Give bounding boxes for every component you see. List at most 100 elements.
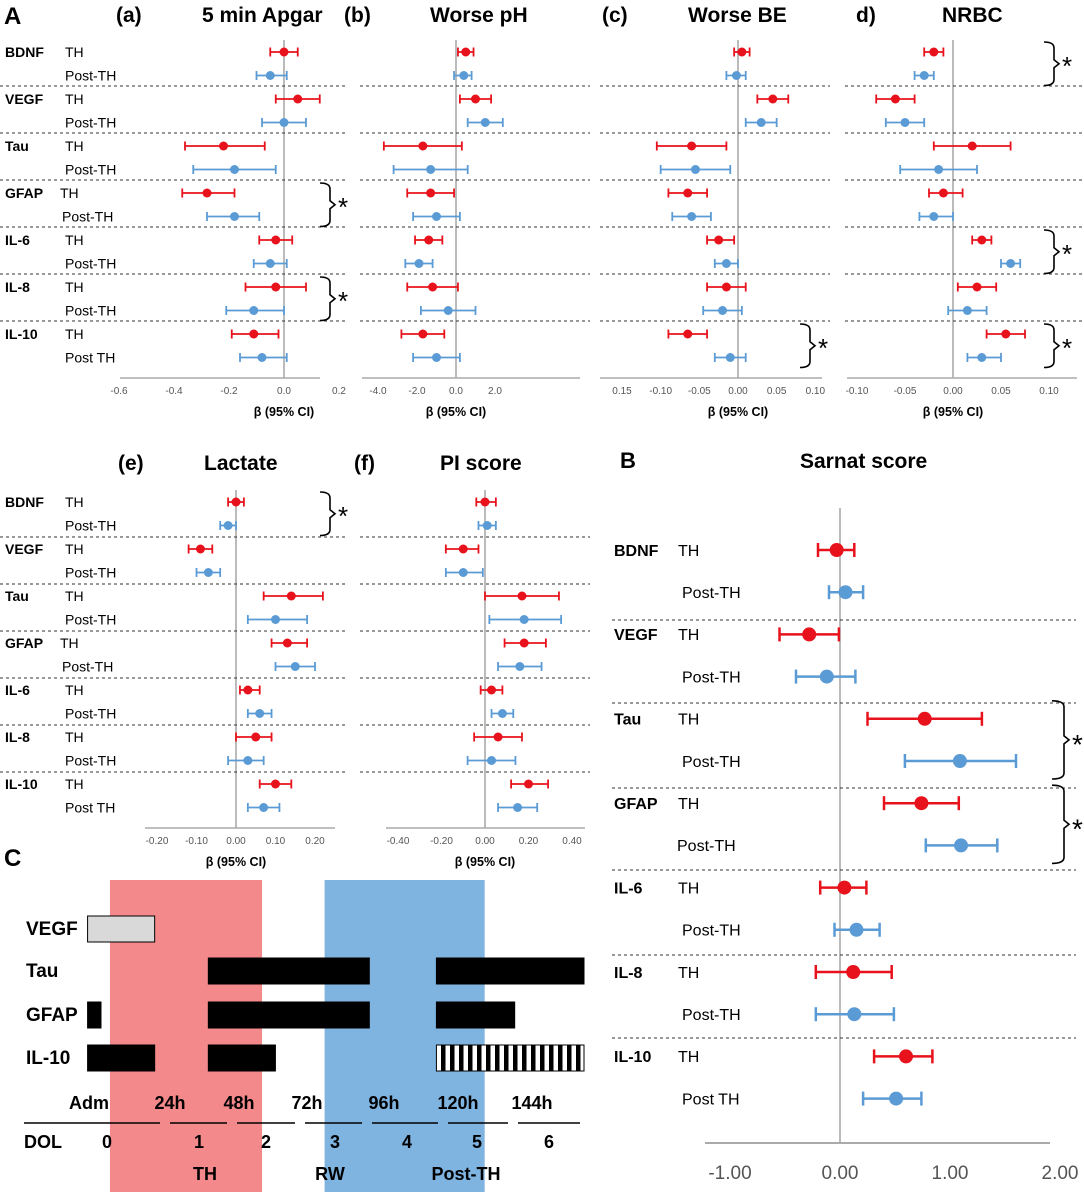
panel-c-tick-label: -0.10 [649, 386, 672, 397]
panel-e-point-estimate [271, 615, 280, 624]
panel-label-c: C [4, 845, 21, 872]
panel-b-point-estimate [849, 922, 864, 937]
panel-f-tick-label: -0.40 [387, 836, 410, 847]
panel-f-tick-label: 0.40 [562, 836, 582, 847]
panel-b-point-estimate [428, 282, 438, 292]
panel-a-point-estimate [202, 188, 212, 198]
panel-b-group-label: TH [678, 796, 699, 813]
panel-b-tick-label: -2.0 [408, 386, 426, 397]
panel-a-marker-label: VEGF [5, 91, 44, 107]
panel-a-point-estimate [249, 329, 259, 339]
panel-b-tick-label: 2.0 [488, 386, 502, 397]
panel-a-title: 5 min Apgar [202, 4, 323, 27]
panel-f-point-estimate [517, 591, 527, 601]
panel-b-tick-label: -1.00 [708, 1163, 751, 1184]
panel-e-group-label: Post-TH [65, 612, 116, 628]
panel-b-point-estimate [846, 965, 861, 979]
panel-f-point-estimate [482, 521, 492, 530]
panel-e-marker-label: IL-10 [5, 776, 38, 792]
panel-e-point-estimate [243, 756, 253, 765]
panel-a-significance-star: * [338, 192, 348, 222]
panel-e-group-label: Post-TH [62, 659, 113, 675]
panel-a-group-label: Post-TH [65, 68, 116, 84]
panel-e-marker-label: IL-8 [5, 729, 30, 745]
panel-d-point-estimate [929, 212, 939, 221]
panel-a-point-estimate [265, 259, 275, 268]
panel-c-letter: (c) [602, 4, 628, 27]
timeline-day-label: 2 [261, 1132, 271, 1152]
timeline-period-label: RW [315, 1164, 345, 1184]
panel-label-b: B [620, 448, 636, 473]
timeline-hour-label: 120h [437, 1093, 478, 1113]
panel-a-point-estimate [249, 306, 259, 315]
panel-a-group-label: Post TH [65, 350, 115, 366]
panel-c-point-estimate [687, 141, 697, 151]
panel-a-group-label: Post-TH [65, 162, 116, 178]
panel-b-marker-label: Tau [614, 712, 641, 729]
panel-a-point-estimate [257, 353, 267, 362]
panel-a-group-label: TH [65, 138, 84, 154]
panel-e-tick-label: 0.20 [305, 836, 325, 847]
panel-f-point-estimate [487, 756, 497, 765]
panel-a-marker-label: GFAP [5, 185, 43, 201]
panel-f-tick-label: 0.00 [475, 836, 495, 847]
panel-a-group-label: TH [65, 91, 84, 107]
timeline-bar [87, 1044, 156, 1072]
panel-c-point-estimate [718, 306, 728, 315]
panel-label-a: A [4, 3, 21, 30]
panel-a-tick-label: -0.4 [165, 386, 183, 397]
panel-c-point-estimate [725, 353, 735, 362]
panel-b-title: Sarnat score [800, 450, 927, 473]
panel-a-point-estimate [293, 94, 303, 104]
timeline-bar [435, 957, 585, 985]
panel-b-point-estimate [480, 118, 490, 127]
panel-b-point-estimate [837, 880, 852, 895]
panel-a-point-estimate [271, 282, 281, 292]
panel-d-point-estimate [967, 141, 977, 151]
panel-e-group-label: Post-TH [65, 706, 116, 722]
panel-e-group-label: Post-TH [65, 565, 116, 581]
panel-b-letter: (b) [344, 4, 371, 27]
panel-b-point-estimate [418, 141, 428, 151]
panel-e-point-estimate [282, 638, 292, 648]
panel-c-point-estimate [721, 259, 731, 268]
panel-e-tick-label: -0.20 [146, 836, 169, 847]
panel-b-group-label: Post-TH [682, 585, 741, 602]
timeline-day-label: 3 [330, 1132, 340, 1152]
panel-f-point-estimate [458, 568, 468, 577]
panel-b-group-label: TH [678, 1049, 699, 1066]
panel-b-tick-label: 1.00 [932, 1163, 969, 1184]
panel-a-group-label: Post-TH [65, 303, 116, 319]
panel-b-point-estimate [432, 212, 441, 221]
panel-b-point-estimate [952, 754, 967, 768]
panel-c-significance-star: * [818, 333, 828, 363]
panel-c-tick-label: 0.05 [767, 386, 787, 397]
panel-f-point-estimate [480, 497, 490, 507]
panel-a-point-estimate [271, 235, 281, 245]
panel-f-letter: (f) [354, 452, 375, 475]
panel-b-group-label: TH [678, 880, 699, 897]
panel-b-group-label: TH [678, 712, 699, 729]
panel-b-point-estimate [461, 47, 471, 57]
panel-a-group-label: Post-TH [65, 115, 116, 131]
panel-b-plot: Sarnat score -1.00 0.00 1.00 2.00 BDNF TH Post-… [612, 450, 1083, 1184]
timeline-bar [87, 915, 156, 943]
panel-f-point-estimate [519, 615, 529, 624]
panel-a-marker-label: BDNF [5, 44, 44, 60]
panel-a-group-label: Post-TH [65, 256, 116, 272]
panel-f-point-estimate [493, 732, 503, 742]
panel-c-point-estimate [714, 235, 724, 245]
panel-f-point-estimate [524, 779, 533, 789]
timeline-bar [87, 1001, 102, 1029]
panel-d-point-estimate [919, 71, 929, 80]
panel-e-significance-bracket [319, 491, 337, 537]
panel-e-tick-label: -0.10 [185, 836, 208, 847]
panel-b-group-label: Post TH [682, 1091, 740, 1108]
panel-a-significance-star: * [338, 286, 348, 316]
panel-e-point-estimate [223, 521, 233, 530]
panel-b-group-label: Post-TH [677, 838, 736, 855]
timeline-row-label: IL-10 [26, 1048, 70, 1069]
panel-d-significance-star: * [1062, 239, 1072, 269]
panel-c-point-estimate [687, 212, 697, 221]
timeline-hour-label: Adm [69, 1093, 109, 1113]
